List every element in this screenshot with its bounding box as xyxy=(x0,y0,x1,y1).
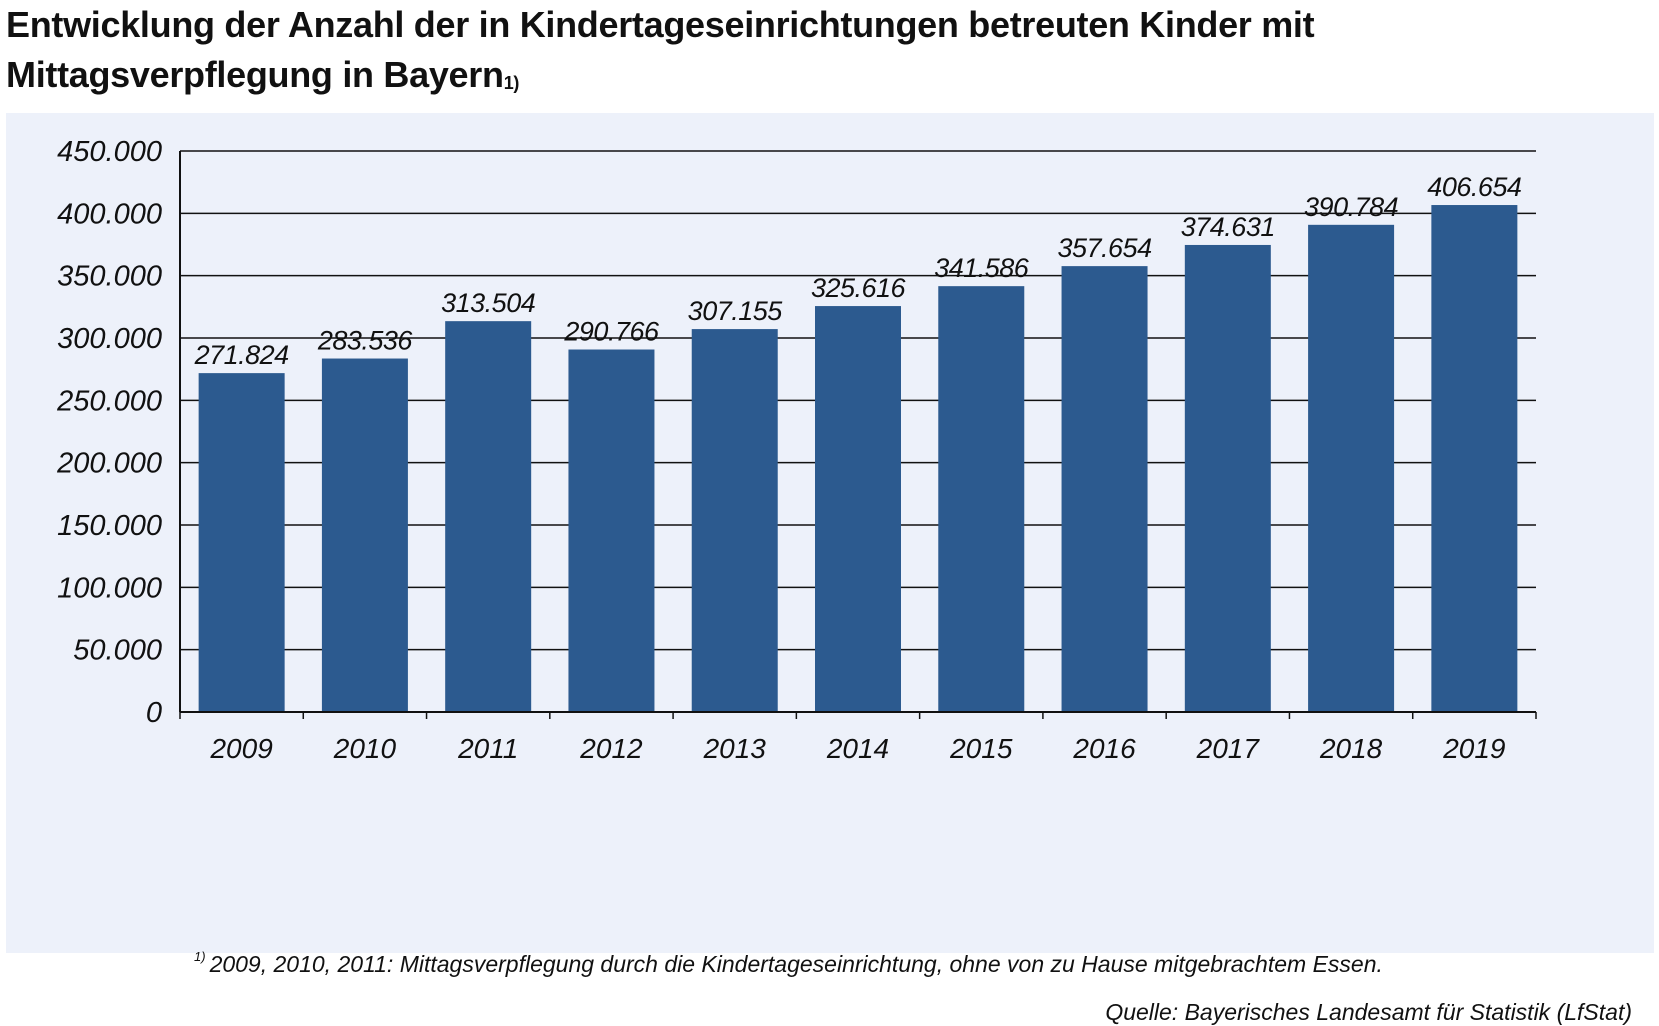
y-tick-label: 400.000 xyxy=(57,198,162,230)
bar-2013 xyxy=(691,329,778,712)
value-label-2015: 341.586 xyxy=(934,253,1030,283)
x-tick-label-2012: 2012 xyxy=(579,733,643,764)
value-labels: 271.824 283.536 313.504 290.766 307.155 325.6… xyxy=(194,172,1522,370)
y-tick-label: 250.000 xyxy=(56,385,162,417)
x-tick-label-2017: 2017 xyxy=(1196,733,1261,764)
bar-chart: 0 50.000 100.000 150.000 200.000 250.000 300.0… xyxy=(56,136,1537,764)
value-label-2012: 290.766 xyxy=(563,317,660,347)
bar-2016 xyxy=(1061,266,1148,712)
y-tick-label: 300.000 xyxy=(57,323,162,355)
value-label-2019: 406.654 xyxy=(1427,172,1521,202)
bar-2014 xyxy=(815,306,901,712)
y-tick-label: 450.000 xyxy=(57,136,162,168)
footnote-text: 2009, 2010, 2011: Mittagsverpflegung dur… xyxy=(209,951,1383,977)
x-tick-label-2014: 2014 xyxy=(826,733,889,764)
bar-2017 xyxy=(1184,244,1271,712)
y-tick-label: 100.000 xyxy=(57,572,162,604)
y-tick-label: 150.000 xyxy=(57,510,162,542)
bar-2009 xyxy=(198,373,285,712)
bar-2018 xyxy=(1308,224,1395,712)
footnote: 1) 2009, 2010, 2011: Mittagsverpflegung d… xyxy=(194,949,1383,978)
footnote-marker: 1) xyxy=(194,949,206,965)
bar-2019 xyxy=(1431,205,1518,712)
value-label-2018: 390.784 xyxy=(1304,192,1398,222)
axes: 0 50.000 100.000 150.000 200.000 250.000 300.0… xyxy=(56,136,1537,764)
chart-title-text: Entwicklung der Anzahl der in Kindertage… xyxy=(6,4,1315,95)
x-tick-label-2010: 2010 xyxy=(333,733,397,764)
y-tick-label: 200.000 xyxy=(56,448,162,480)
value-label-2013: 307.155 xyxy=(688,296,784,326)
chart-panel: 0 50.000 100.000 150.000 200.000 250.000 300.0… xyxy=(6,113,1654,1025)
bar-2010 xyxy=(321,358,408,712)
y-tick-label: 50.000 xyxy=(73,635,162,667)
x-tick-label-2009: 2009 xyxy=(209,733,272,764)
bar-2011 xyxy=(445,321,532,712)
x-tick-label-2016: 2016 xyxy=(1072,733,1136,764)
value-label-2009: 271.824 xyxy=(194,340,289,370)
x-tick-label-2019: 2019 xyxy=(1442,733,1505,764)
bars xyxy=(198,205,1518,712)
bar-2012 xyxy=(568,349,655,712)
bar-2015 xyxy=(938,286,1025,712)
value-label-2011: 313.504 xyxy=(441,288,535,318)
source-note: Quelle: Bayerisches Landesamt für Statis… xyxy=(1105,999,1632,1025)
value-label-2014: 325.616 xyxy=(811,273,907,303)
value-label-2017: 374.631 xyxy=(1181,212,1275,242)
x-tick-label-2011: 2011 xyxy=(457,733,518,764)
value-label-2016: 357.654 xyxy=(1057,233,1151,263)
x-tick-label-2018: 2018 xyxy=(1319,733,1383,764)
title-footnote-marker: 1) xyxy=(503,73,520,93)
x-tick-label-2015: 2015 xyxy=(949,733,1013,764)
value-label-2010: 283.536 xyxy=(317,326,414,356)
x-tick-label-2013: 2013 xyxy=(703,733,767,764)
y-tick-label: 350.000 xyxy=(57,261,162,293)
chart-title: Entwicklung der Anzahl der in Kindertage… xyxy=(6,0,1646,100)
y-tick-label: 0 xyxy=(146,697,162,729)
